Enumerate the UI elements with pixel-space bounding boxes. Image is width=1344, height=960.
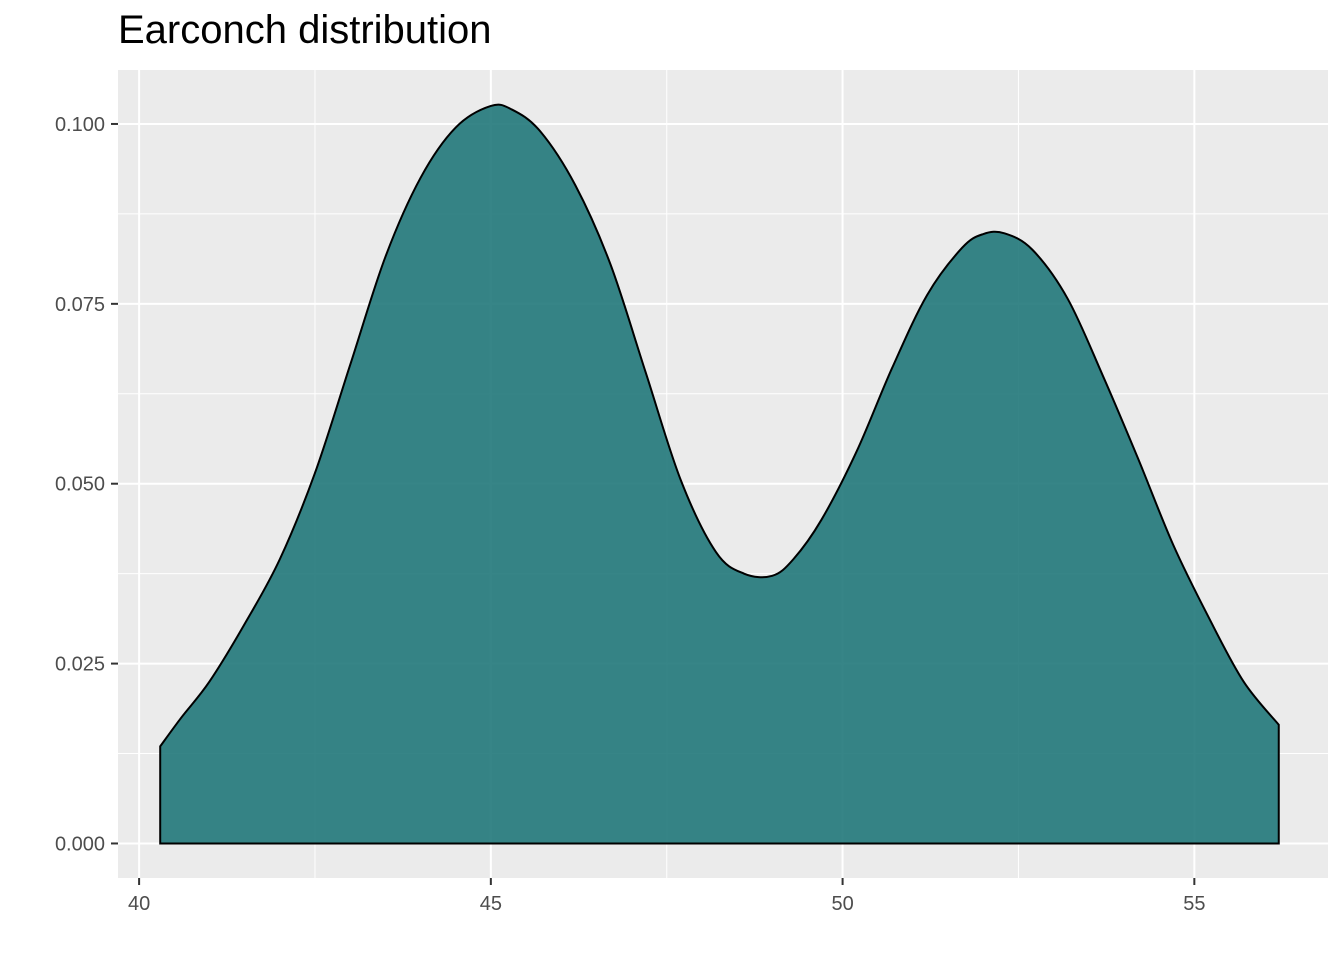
y-tick-label: 0.050 [55, 474, 105, 496]
chart-title: Earconch distribution [118, 8, 492, 52]
x-axis: 40 45 50 55 [128, 878, 1205, 915]
x-tick-label: 40 [128, 893, 150, 915]
y-tick-label: 0.025 [55, 654, 105, 676]
y-axis: 0.000 0.025 0.050 0.075 0.100 [55, 114, 118, 855]
y-tick-label: 0.075 [55, 294, 105, 316]
density-series [159, 103, 1280, 845]
x-tick-label: 55 [1183, 893, 1205, 915]
x-tick-label: 50 [831, 893, 853, 915]
x-tick-label: 45 [480, 893, 502, 915]
y-tick-label: 0.000 [55, 833, 105, 855]
y-tick-label: 0.100 [55, 114, 105, 136]
density-area [159, 103, 1280, 845]
